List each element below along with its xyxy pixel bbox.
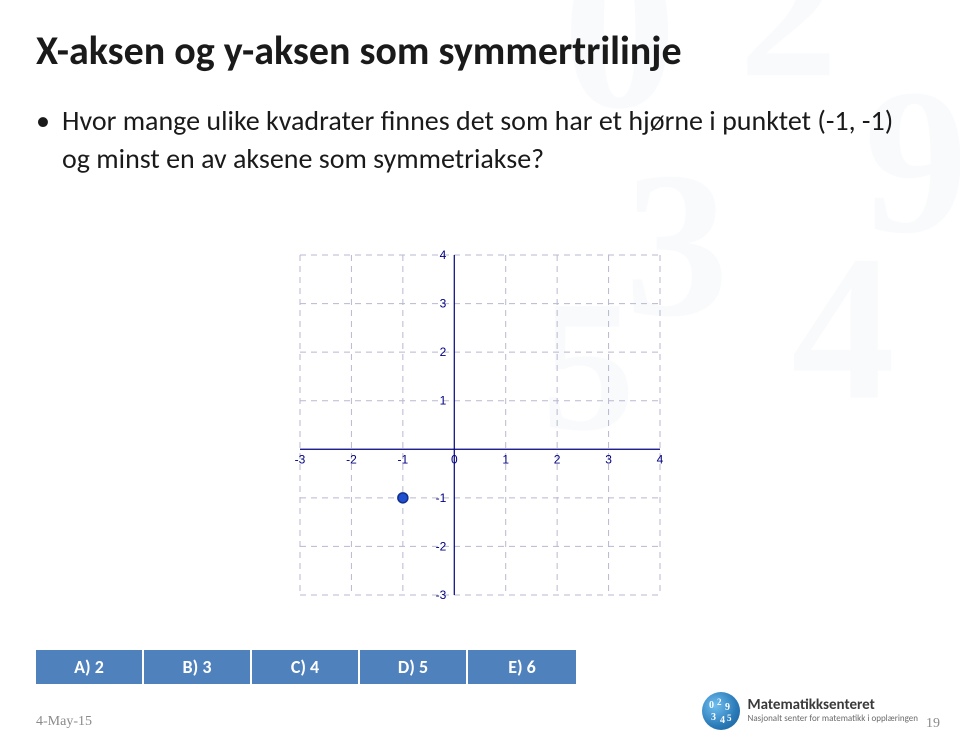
svg-text:3: 3: [711, 712, 716, 723]
svg-text:2: 2: [554, 452, 561, 466]
svg-text:1: 1: [440, 394, 447, 408]
answer-option-d[interactable]: D) 5: [360, 650, 468, 684]
svg-text:-1: -1: [398, 452, 409, 466]
footer-date: 4-May-15: [36, 714, 92, 730]
svg-text:-3: -3: [436, 588, 447, 602]
answer-option-e[interactable]: E) 6: [468, 650, 576, 684]
svg-text:9: 9: [725, 702, 730, 713]
slide-title: X-aksen og y-aksen som symmertrilinje: [36, 26, 682, 75]
svg-text:-1: -1: [436, 491, 447, 505]
svg-text:1: 1: [502, 452, 509, 466]
svg-text:2: 2: [440, 345, 447, 359]
svg-text:2: 2: [717, 697, 722, 707]
logo-mark-icon: 0 2 9 3 4 5: [702, 692, 740, 730]
svg-text:4: 4: [440, 248, 447, 262]
svg-text:0: 0: [709, 700, 714, 711]
slide: 0 2 9 3 4 5 X-aksen og y-aksen som symme…: [0, 0, 960, 748]
slide-body: Hvor mange ulike kvadrater finnes det so…: [36, 102, 924, 178]
bullet-item: Hvor mange ulike kvadrater finnes det so…: [36, 102, 924, 178]
coordinate-chart: -3 -2 -1 0 1 2 3 4 -3 -2 -1 1 2 3 4: [280, 245, 680, 615]
brand-tagline: Nasjonalt senter for matematikk i opplær…: [748, 714, 918, 723]
svg-text:-2: -2: [346, 452, 357, 466]
svg-text:3: 3: [440, 297, 447, 311]
answer-option-c[interactable]: C) 4: [252, 650, 360, 684]
brand-name: Matematikksenteret: [748, 698, 918, 714]
page-number: 19: [926, 716, 940, 732]
svg-text:4: 4: [791, 213, 895, 443]
answer-option-a[interactable]: A) 2: [36, 650, 144, 684]
svg-text:-3: -3: [295, 452, 306, 466]
logo-text: Matematikksenteret Nasjonalt senter for …: [748, 698, 918, 723]
chart-svg: -3 -2 -1 0 1 2 3 4 -3 -2 -1 1 2 3 4: [280, 245, 680, 615]
svg-text:-2: -2: [436, 539, 447, 553]
answer-row: A) 2 B) 3 C) 4 D) 5 E) 6: [36, 650, 576, 684]
svg-text:2: 2: [739, 0, 838, 118]
svg-text:4: 4: [657, 452, 664, 466]
svg-text:0: 0: [451, 452, 458, 466]
svg-text:3: 3: [605, 452, 612, 466]
answer-option-b[interactable]: B) 3: [144, 650, 252, 684]
brand-logo: 0 2 9 3 4 5 Matematikksenteret Nasjonalt…: [702, 692, 918, 730]
svg-text:5: 5: [727, 713, 732, 723]
svg-text:4: 4: [720, 715, 725, 726]
